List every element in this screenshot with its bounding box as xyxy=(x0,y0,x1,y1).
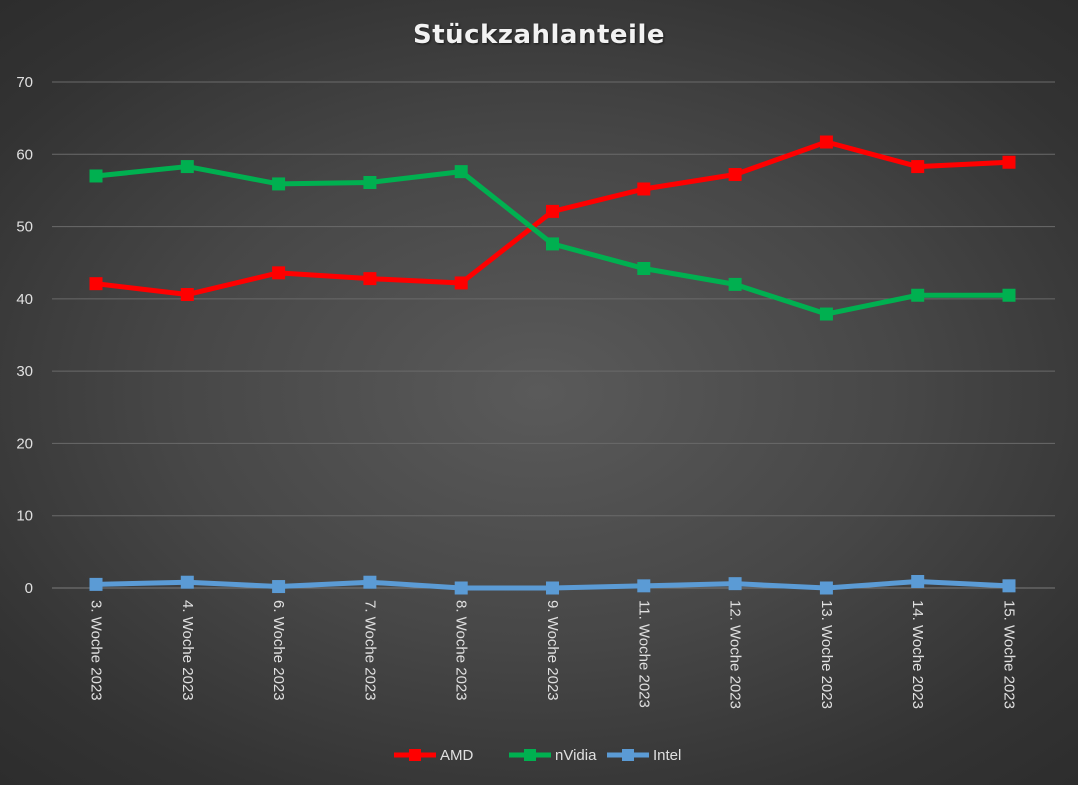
data-point-intel xyxy=(819,581,833,595)
data-point-amd xyxy=(637,182,651,196)
data-point-intel xyxy=(454,581,468,595)
x-tick-label: 3. Woche 2023 xyxy=(88,600,105,701)
x-tick-label: 6. Woche 2023 xyxy=(270,600,287,701)
data-point-intel xyxy=(363,575,377,589)
legend-item-amd: AMD xyxy=(394,747,474,764)
legend-item-intel: Intel xyxy=(607,747,681,764)
series-line-amd xyxy=(93,139,1012,298)
legend-marker xyxy=(409,749,421,761)
x-axis-ticks: 3. Woche 2023 4. Woche 2023 6. Woche 2023 7… xyxy=(88,600,1018,709)
data-point-nvidia xyxy=(546,237,559,251)
legend-label: AMD xyxy=(440,747,474,764)
data-point-amd xyxy=(546,204,559,218)
data-point-intel xyxy=(180,575,194,589)
legend: AMD nVidia Intel xyxy=(394,747,681,764)
x-tick-label: 13. Woche 2023 xyxy=(818,600,835,709)
x-tick-label: 11. Woche 2023 xyxy=(635,600,652,708)
data-point-nvidia xyxy=(637,261,651,275)
x-tick-label: 15. Woche 2023 xyxy=(1001,600,1018,709)
x-tick-label: 9. Woche 2023 xyxy=(544,600,561,701)
x-tick-label: 14. Woche 2023 xyxy=(909,600,926,709)
data-point-nvidia xyxy=(454,165,468,179)
data-point-nvidia xyxy=(363,175,377,189)
data-point-amd xyxy=(363,272,377,286)
data-point-intel xyxy=(89,577,103,591)
data-point-intel xyxy=(1002,579,1016,593)
data-point-nvidia xyxy=(89,169,103,183)
data-point-amd xyxy=(911,160,925,174)
data-point-amd xyxy=(89,277,103,291)
y-axis-ticks: 0 10 20 30 40 50 60 70 xyxy=(16,74,33,597)
legend-item-nvidia: nVidia xyxy=(509,747,597,764)
data-point-nvidia xyxy=(819,307,833,321)
data-point-amd xyxy=(728,168,742,182)
legend-marker xyxy=(524,749,536,761)
data-point-nvidia xyxy=(180,160,194,174)
data-point-intel xyxy=(728,577,742,591)
data-point-amd xyxy=(180,288,194,302)
y-tick-label: 10 xyxy=(16,508,33,525)
data-point-nvidia xyxy=(1002,288,1016,302)
legend-label: nVidia xyxy=(555,747,597,764)
data-point-amd xyxy=(272,266,286,280)
data-point-intel xyxy=(546,581,559,595)
data-point-amd xyxy=(1002,155,1016,169)
data-point-amd xyxy=(819,135,833,149)
legend-label: Intel xyxy=(653,747,681,764)
y-tick-label: 20 xyxy=(16,435,33,452)
data-point-intel xyxy=(272,580,286,594)
data-point-intel xyxy=(911,574,925,588)
data-point-nvidia xyxy=(272,177,286,191)
series-lines xyxy=(89,135,1016,595)
y-tick-label: 50 xyxy=(16,219,33,236)
x-tick-label: 4. Woche 2023 xyxy=(179,600,196,701)
chart-title: Stückzahlanteile xyxy=(412,20,666,50)
x-tick-label: 7. Woche 2023 xyxy=(361,600,378,701)
data-point-intel xyxy=(637,579,651,593)
gridlines xyxy=(52,81,1055,589)
x-tick-label: 12. Woche 2023 xyxy=(727,600,744,709)
x-tick-label: 8. Woche 2023 xyxy=(453,600,470,701)
legend-marker xyxy=(622,749,634,761)
y-tick-label: 70 xyxy=(16,74,33,91)
y-tick-label: 60 xyxy=(16,146,33,163)
y-tick-label: 40 xyxy=(16,291,33,308)
y-tick-label: 0 xyxy=(25,580,33,597)
y-tick-label: 30 xyxy=(16,363,33,380)
data-point-amd xyxy=(454,276,468,290)
data-point-nvidia xyxy=(911,288,925,302)
data-point-nvidia xyxy=(728,277,742,291)
